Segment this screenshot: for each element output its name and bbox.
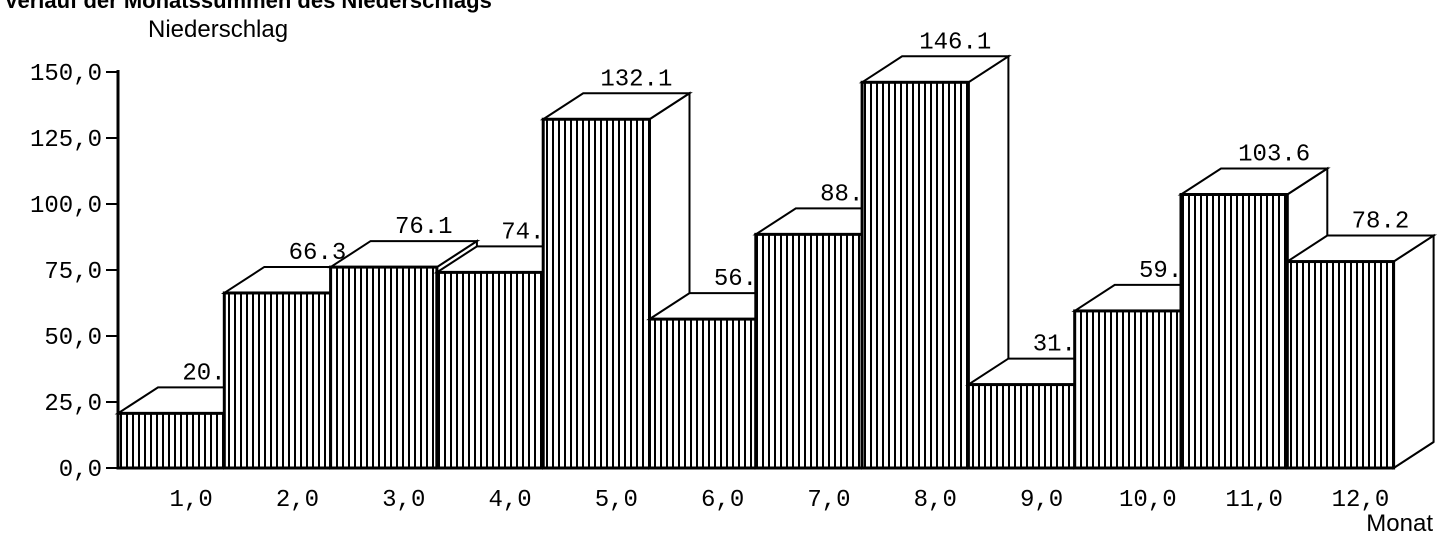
bar-front-face — [1179, 192, 1289, 470]
bar-front-face — [648, 317, 758, 470]
x-tick-label: 12,0 — [1332, 487, 1390, 514]
x-tick-label: 3,0 — [382, 487, 425, 514]
bar-value-label: 76.1 — [395, 214, 453, 241]
y-tick-label: 25,0 — [44, 391, 102, 418]
x-axis-title: Monat — [1366, 510, 1433, 535]
bar-front-face — [1073, 309, 1183, 470]
bar-front-face — [116, 411, 226, 470]
bar-front-face — [541, 117, 652, 470]
y-axis-title: Niederschlag — [148, 16, 288, 43]
bar-value-label: 146.1 — [919, 29, 991, 56]
x-tick-label: 9,0 — [1020, 487, 1063, 514]
y-tick-label: 75,0 — [44, 259, 102, 286]
x-tick-label: 2,0 — [276, 487, 319, 514]
y-tick-label: 125,0 — [30, 127, 102, 154]
bar-front-face — [329, 265, 439, 470]
bar-front-face — [754, 232, 864, 470]
y-tick-label: 0,0 — [59, 457, 102, 484]
bars: 20.766.376.1 74.1132.156.488.5146.131.659… — [114, 29, 1437, 470]
bar-group: 78.2 — [1283, 209, 1437, 470]
chart-title: Verlauf der Monatssummen des Niederschla… — [4, 0, 492, 13]
bar-front-face — [222, 291, 333, 470]
bar-front-face — [966, 383, 1077, 470]
y-tick-label: 150,0 — [30, 61, 102, 88]
x-tick-label: 1,0 — [170, 487, 213, 514]
y-tick-label: 100,0 — [30, 193, 102, 220]
bar-front-face — [435, 270, 545, 470]
bar-front-face — [860, 80, 970, 470]
x-axis-labels: 1,0 2,0 3,0 4,0 5,0 6,0 7,0 8,0 9,0 10,0 11,0 12,0 — [170, 487, 1390, 514]
bar-front-face — [1285, 260, 1396, 470]
bar-value-label: 132.1 — [600, 66, 672, 93]
x-tick-label: 4,0 — [488, 487, 531, 514]
x-tick-label: 6,0 — [701, 487, 744, 514]
x-tick-label: 5,0 — [595, 487, 638, 514]
bar-side-face — [1392, 233, 1435, 470]
x-tick-label: 7,0 — [807, 487, 850, 514]
x-tick-label: 10,0 — [1119, 487, 1177, 514]
y-tick-label: 50,0 — [44, 325, 102, 352]
x-tick-label: 11,0 — [1225, 487, 1283, 514]
x-tick-label: 8,0 — [914, 487, 957, 514]
bar-value-label: 78.2 — [1352, 209, 1410, 236]
y-axis: 0,0 25,0 50,0 75,0 100,0 125,0 150,0 — [30, 61, 120, 484]
bar-value-label: 103.6 — [1238, 141, 1310, 168]
